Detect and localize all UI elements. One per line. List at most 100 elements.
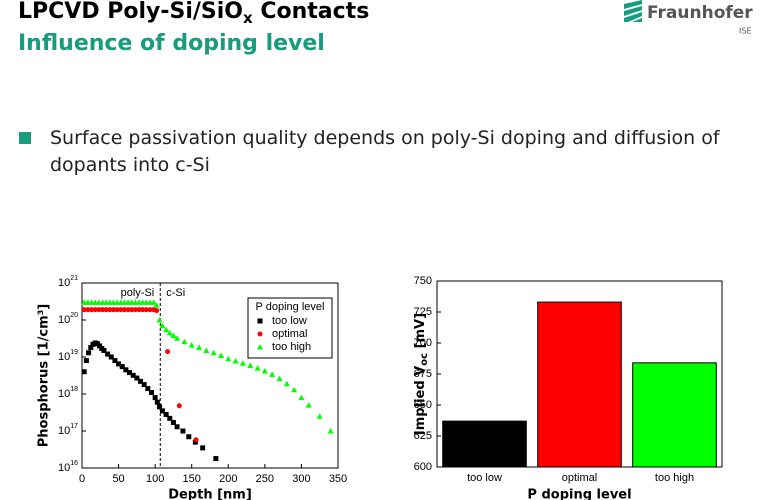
data-point	[166, 329, 173, 336]
y-tick-exp: 16	[70, 460, 78, 467]
data-point	[170, 332, 177, 339]
y-tick-label: 1020	[58, 312, 78, 326]
data-point	[186, 434, 192, 440]
x-axis-label: Depth [nm]	[168, 488, 252, 500]
y-tick-label: 700	[414, 337, 432, 349]
x-tick-label: 300	[292, 473, 310, 485]
data-point	[193, 437, 199, 443]
x-tick-label: 350	[329, 473, 347, 485]
data-point	[127, 370, 133, 376]
data-point	[121, 307, 127, 313]
y-tick-base: 10	[58, 277, 70, 289]
x-tick-label: too low	[467, 472, 502, 484]
data-point	[203, 347, 210, 353]
legend-label: too low	[272, 315, 307, 327]
legend-marker	[257, 318, 263, 324]
data-point	[174, 424, 180, 430]
title: LPCVD Poly-Si/SiOx Contacts	[18, 0, 369, 27]
data-point	[159, 408, 165, 414]
data-point	[116, 361, 122, 367]
x-tick-label: 250	[256, 473, 274, 485]
legend-marker	[257, 344, 263, 350]
data-point	[269, 371, 276, 377]
y-tick-label: 1019	[58, 349, 78, 363]
data-point	[305, 402, 312, 408]
data-point	[174, 335, 181, 341]
x-tick-label: too high	[655, 472, 694, 484]
logo-icon	[624, 0, 642, 22]
data-point	[118, 307, 124, 313]
data-point	[176, 403, 182, 409]
legend-marker	[257, 331, 263, 337]
data-point	[101, 347, 107, 353]
data-point	[108, 354, 114, 360]
data-point	[167, 415, 173, 421]
y-tick-exp: 21	[70, 275, 78, 282]
plot-frame	[436, 280, 723, 468]
data-point	[103, 307, 109, 313]
data-point	[247, 362, 254, 368]
y-tick-label: 675	[414, 368, 432, 380]
title-part: LPCVD Poly-Si/SiO	[18, 0, 243, 24]
y-tick-label: 750	[414, 275, 432, 287]
y-label-part: [mV]	[413, 313, 428, 353]
data-point	[83, 358, 89, 364]
bullet-marker	[19, 132, 31, 144]
y-tick-exp: 18	[70, 386, 78, 393]
x-tick-label: 50	[112, 473, 124, 485]
data-point	[316, 413, 323, 419]
x-tick-label: 200	[219, 473, 237, 485]
data-point	[129, 307, 135, 313]
y-tick-label: 650	[414, 399, 432, 411]
data-point	[217, 352, 224, 358]
data-point	[141, 382, 147, 388]
data-point	[152, 395, 158, 401]
data-point	[165, 349, 171, 355]
data-point	[159, 322, 166, 329]
data-point	[170, 419, 176, 425]
data-point	[112, 358, 118, 364]
data-point	[130, 372, 136, 378]
y-axis-label: Implied Voc [mV]	[413, 313, 431, 435]
charts: 0 50 100 150 200 250 300 3501016101710181019102…	[37, 275, 723, 500]
data-point	[110, 307, 116, 313]
logo-sub: ISE	[739, 27, 752, 36]
data-point	[154, 399, 160, 405]
data-point	[145, 386, 151, 392]
y-tick-label: 1016	[58, 460, 78, 474]
y-tick-label: 600	[414, 461, 432, 473]
data-point	[105, 351, 111, 357]
y-tick-base: 10	[58, 425, 70, 437]
data-point	[148, 389, 154, 395]
y-tick-label: 1017	[58, 423, 78, 437]
data-point	[134, 375, 140, 381]
bullet-text: Surface passivation quality depends on p…	[50, 127, 720, 176]
data-point	[283, 380, 290, 387]
title-sub: x	[243, 9, 253, 27]
bar	[632, 362, 717, 468]
x-axis-label: P doping level	[527, 488, 631, 500]
bar	[537, 301, 622, 468]
data-point	[180, 428, 186, 434]
data-point	[92, 307, 98, 313]
data-point	[89, 307, 95, 313]
data-point	[153, 302, 160, 308]
y-tick-exp: 17	[70, 423, 78, 430]
data-point	[327, 428, 334, 434]
data-point	[276, 375, 283, 382]
data-point	[147, 307, 153, 313]
y-label-part: Implied V	[413, 366, 428, 435]
legend-label: optimal	[272, 328, 307, 340]
subtitle: Influence of doping level	[18, 31, 325, 56]
data-point	[81, 307, 87, 313]
plot-frame	[81, 282, 339, 469]
data-point	[157, 404, 163, 410]
data-point	[81, 369, 87, 375]
data-point	[132, 307, 138, 313]
y-tick-base: 10	[58, 388, 70, 400]
data-point	[140, 307, 146, 313]
data-point	[291, 386, 298, 393]
data-point	[196, 344, 203, 351]
x-tick-label: 0	[79, 473, 85, 485]
